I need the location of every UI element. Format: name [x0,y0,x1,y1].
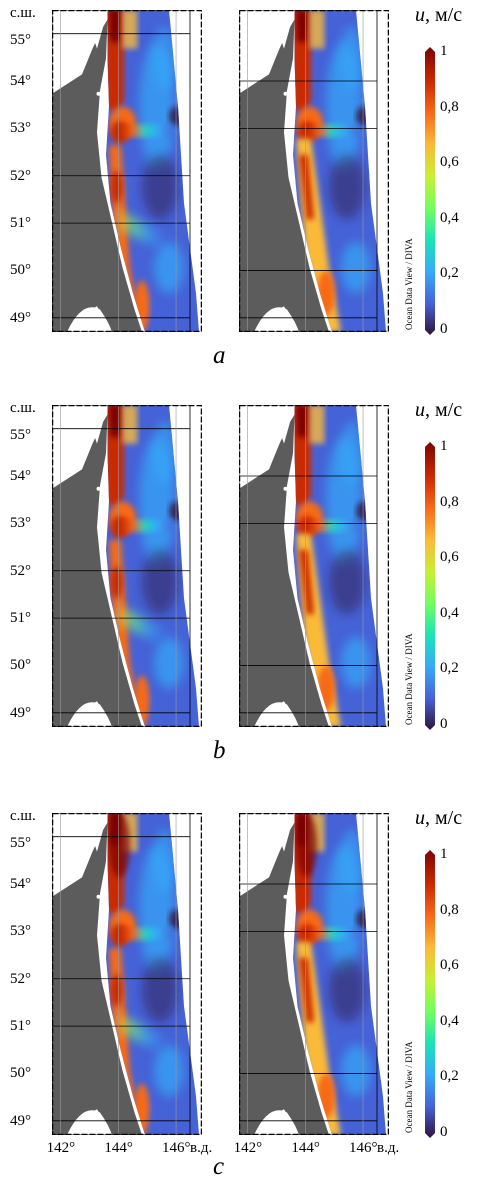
lat-tick-label: 49° [10,704,31,721]
lat-tick-label: 55° [10,31,31,48]
sakhalin-land [239,414,329,727]
map-frame [51,9,203,333]
lon-suffix: в.д. [190,1140,213,1156]
map-frame [51,404,203,728]
lon-tick-label: 146° [162,1140,191,1156]
lon-tick-label: 144° [104,1140,133,1156]
lat-tick-label: 54° [10,876,31,893]
lat-tick-label: 52° [10,970,31,987]
colorbar-tick-label: 0 [440,321,448,337]
lat-tick-label: 51° [10,610,31,627]
lat-tick-label: 51° [10,215,31,232]
lat-tick-label: 50° [10,1065,31,1082]
colorbar-unit: , м/с [425,4,463,26]
lat-tick-label: 50° [10,657,31,674]
colorbar-tick-label: 0 [440,716,448,732]
velocity-map [51,812,203,1136]
colorbar-tick-label: 0,6 [440,549,459,566]
lon-tick-label: 146° [349,1140,378,1156]
lat-tick-label: 55° [10,426,31,443]
colorbar-unit: , м/с [425,807,463,829]
colorbar-tick-label: 0,4 [440,604,459,621]
map-frame [51,812,203,1136]
map-panel [51,9,203,333]
colorbar-title: u, м/с [415,807,462,830]
panel-label: a [213,342,226,369]
panel-label: c [213,1153,225,1180]
lat-tick-label: 52° [10,167,31,184]
colorbar-var: u [415,4,425,26]
colorbar-tick-label: 0,8 [440,98,459,115]
colorbar [423,850,437,1143]
colorbar-tick-label: 0 [440,1124,448,1140]
lat-header: с.ш. [10,808,36,824]
lat-tick-label: 54° [10,468,31,485]
panel-label: b [213,737,226,764]
lat-header: с.ш. [10,400,36,416]
map-panel [51,404,203,728]
colorbar-tick-label: 0,2 [440,1068,459,1085]
lat-tick-label: 49° [10,309,31,326]
sakhalin-land [239,822,329,1135]
colorbar-tick-label: 0,8 [440,493,459,510]
colorbar-tick-label: 0,2 [440,265,459,282]
colorbar [423,442,437,735]
lat-tick-label: 49° [10,1112,31,1129]
colorbar-watermark: Ocean Data View / DIVA [404,238,414,330]
lon-tick-label: 142° [46,1140,76,1156]
lon-tick-label: 142° [233,1140,263,1156]
map-panel [238,404,390,728]
colorbar-tick-label: 0,4 [440,1012,459,1029]
lat-tick-label: 52° [10,562,31,579]
lat-tick-label: 55° [10,834,31,851]
lat-tick-label: 54° [10,73,31,90]
colorbar-tick-label: 0,6 [440,154,459,171]
lat-header: с.ш. [10,5,36,21]
colorbar-var: u [415,807,425,829]
map-panel [238,812,390,1136]
map-panel [51,812,203,1136]
colorbar-watermark: Ocean Data View / DIVA [404,1041,414,1133]
velocity-map [51,9,203,333]
velocity-map [238,812,390,1136]
lon-tick-label: 144° [291,1140,320,1156]
colorbar-title: u, м/с [415,399,462,422]
velocity-map [238,9,390,333]
map-frame [238,404,390,728]
colorbar-watermark: Ocean Data View / DIVA [404,633,414,725]
colorbar-tick-label: 0,2 [440,660,459,677]
colorbar-tick-label: 1 [440,846,448,862]
map-frame [238,812,390,1136]
lon-suffix: в.д. [377,1140,400,1156]
colorbar-tick-label: 1 [440,43,448,59]
colorbar-title: u, м/с [415,4,462,27]
colorbar-tick-label: 1 [440,438,448,454]
colorbar-var: u [415,399,425,421]
sakhalin-land [239,19,329,332]
velocity-map [51,404,203,728]
map-panel [238,9,390,333]
colorbar [423,47,437,340]
colorbar-unit: , м/с [425,399,463,421]
colorbar-tick-label: 0,6 [440,957,459,974]
lat-tick-label: 53° [10,515,31,532]
colorbar-tick-label: 0,8 [440,901,459,918]
colorbar-tick-label: 0,4 [440,209,459,226]
map-frame [238,9,390,333]
lat-tick-label: 53° [10,923,31,940]
lat-tick-label: 50° [10,262,31,279]
velocity-map [238,404,390,728]
lat-tick-label: 51° [10,1018,31,1035]
lat-tick-label: 53° [10,120,31,137]
